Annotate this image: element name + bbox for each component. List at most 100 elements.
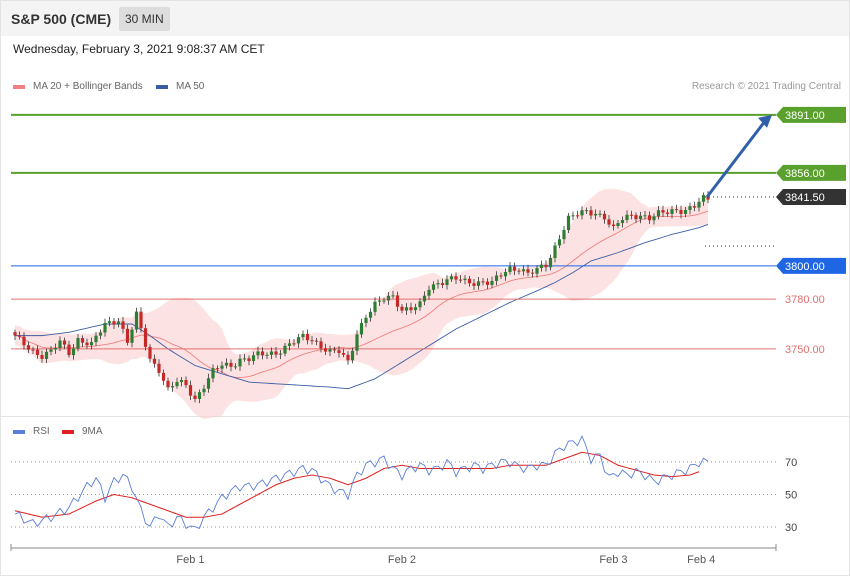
forecast-arrow-icon [758,114,772,128]
legend-rsi: RSI [13,426,50,437]
candle-body [553,245,557,258]
candle-body [427,289,431,296]
level-label-3800.00: 3800.00 [785,261,825,273]
candle-body [98,332,103,336]
level-tag-3800.00 [776,257,846,274]
candle-body [103,322,107,333]
level-tag-3841.50 [776,189,846,206]
candle-body [580,210,584,216]
candle-body [125,328,130,343]
candle-body [638,215,643,220]
x-tick-label: Feb 3 [599,554,627,566]
candle-body [494,275,499,281]
legend-label: 9MA [82,426,103,437]
x-tick-label: Feb 2 [388,554,416,566]
candle-body [49,349,53,352]
legend-ma50: MA 50 [156,81,204,92]
candle-body [116,321,121,325]
candle-body [130,329,134,343]
timeframe-badge[interactable]: 30 MIN [119,7,170,31]
candle-body [535,268,539,274]
level-label-3856.00: 3856.00 [785,168,825,180]
candle-body [161,372,166,381]
candle-body [310,340,314,342]
candle-body [440,283,445,286]
candle-body [476,281,481,286]
candle-body [548,257,553,268]
candle-body [224,362,229,366]
candle-body [589,210,593,216]
candle-body [22,336,26,346]
candle-body [17,335,22,337]
candle-body [508,266,512,273]
candle-body [647,215,652,221]
candle-body [319,341,323,349]
candle-body [359,323,364,335]
candle-body [35,349,40,355]
candle-body [634,215,638,220]
bollinger-band [15,188,708,420]
candle-body [368,311,373,318]
candle-body [602,213,607,220]
legend-swatch-icon [13,84,25,89]
candle-body [539,264,544,269]
level-tag-3856.00 [776,164,846,181]
candle-body [71,348,76,356]
candle-body [364,317,368,324]
candle-body [287,343,292,346]
candle-body [526,269,530,273]
candle-body [404,307,409,311]
candle-body [89,342,94,346]
candle-body [400,306,404,311]
candle-body [431,284,436,290]
candle-body [85,342,89,346]
level-label-3841.50: 3841.50 [785,192,825,204]
candle-body [661,210,665,213]
candle-body [211,368,215,379]
candle-body [238,358,242,367]
candle-body [701,195,706,202]
candle-body [670,209,674,214]
candle-body [26,345,31,350]
candle-body [157,363,161,373]
candle-body [220,365,224,369]
candle-body [409,307,413,311]
candle-body [607,219,611,225]
candle-body [625,214,629,221]
candle-body [134,311,139,330]
candle-body [665,212,670,214]
candle-body [247,358,251,362]
candle-body [413,307,418,311]
candle-body [328,349,332,352]
candle-body [283,345,287,354]
candle-body [76,338,80,349]
candle-body [571,215,575,217]
candle-body [44,351,49,359]
candle-body [197,392,202,399]
candle-body [112,321,116,325]
legend-swatch-icon [62,429,74,434]
candle-body [656,210,661,217]
candle-body [166,380,170,388]
candle-body [301,333,305,338]
candle-body [179,380,184,383]
candle-body [688,206,692,211]
candle-body [292,343,296,345]
candle-body [382,300,386,302]
candle-body [337,350,341,354]
candle-body [395,295,400,307]
candle-body [251,355,256,362]
candle-body [490,280,494,285]
candle-body [278,353,283,355]
candle-body [341,353,346,355]
candle-body [611,224,616,227]
candle-body [31,349,35,351]
legend-ma20-bb: MA 20 + Bollinger Bands [13,81,143,92]
candle-body [265,354,269,356]
candle-body [449,276,454,280]
candle-body [652,216,656,221]
candle-body [346,354,350,361]
candle-body [566,215,571,231]
x-tick-label: Feb 1 [176,554,204,566]
